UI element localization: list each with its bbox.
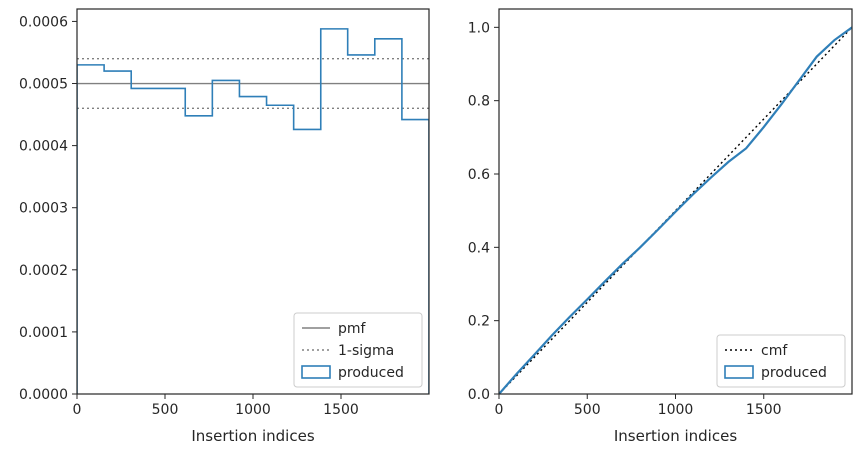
y-tick-label: 0.0002	[19, 263, 68, 279]
chart-panel-1: 0 500 1000 1500 0.0000 0.0001 0.0002 0.0003 0.00…	[19, 8, 430, 445]
y-tick-label: 0.2	[468, 314, 490, 330]
x-tick-label: 1000	[658, 402, 694, 418]
legend-box	[716, 334, 846, 388]
y-tick-label: 0.0003	[19, 201, 68, 217]
series-produced	[499, 26, 852, 394]
y-tick-label: 0.8	[468, 94, 490, 110]
x-tick-label: 0	[495, 402, 504, 418]
x-tick-label: 1500	[746, 402, 782, 418]
x-axis-label: Insertion indices	[191, 427, 314, 445]
y-tick-label: 0.0006	[19, 14, 68, 30]
legend-label-pmf: pmf	[338, 321, 367, 337]
legend-box	[293, 312, 423, 388]
legend: cmf produced	[716, 334, 846, 388]
y-tick-label: 0.0	[468, 387, 490, 403]
y-tick-label: 0.0001	[19, 325, 68, 341]
y-tick-label: 1.0	[468, 20, 490, 36]
plot-area	[499, 26, 852, 394]
x-tick-label: 500	[152, 402, 179, 418]
y-tick-label: 0.6	[468, 167, 490, 183]
legend-swatch-produced	[301, 365, 331, 379]
x-tick-label: 1500	[323, 402, 359, 418]
y-tick-label: 0.4	[468, 240, 490, 256]
y-tick-label: 0.0000	[19, 387, 68, 403]
legend-label-1-sigma: 1-sigma	[338, 343, 394, 359]
legend-label-produced: produced	[761, 365, 827, 381]
x-tick-label: 0	[73, 402, 82, 418]
x-tick-label: 500	[574, 402, 601, 418]
x-tick-label: 1000	[235, 402, 271, 418]
y-tick-label: 0.0005	[19, 77, 68, 93]
legend: pmf 1-sigma produced	[293, 312, 423, 388]
x-axis-label: Insertion indices	[614, 427, 737, 445]
y-tick-label: 0.0004	[19, 139, 68, 155]
legend-swatch-produced	[724, 365, 754, 379]
series-produced	[77, 28, 429, 394]
legend-label-produced: produced	[338, 365, 404, 381]
legend-label-cmf: cmf	[761, 343, 788, 359]
plot-area	[77, 28, 429, 394]
chart-panel-2: 0 500 1000 1500 0.0 0.2 0.4 0.6 0.8 1.0 Insertion …	[468, 8, 853, 445]
